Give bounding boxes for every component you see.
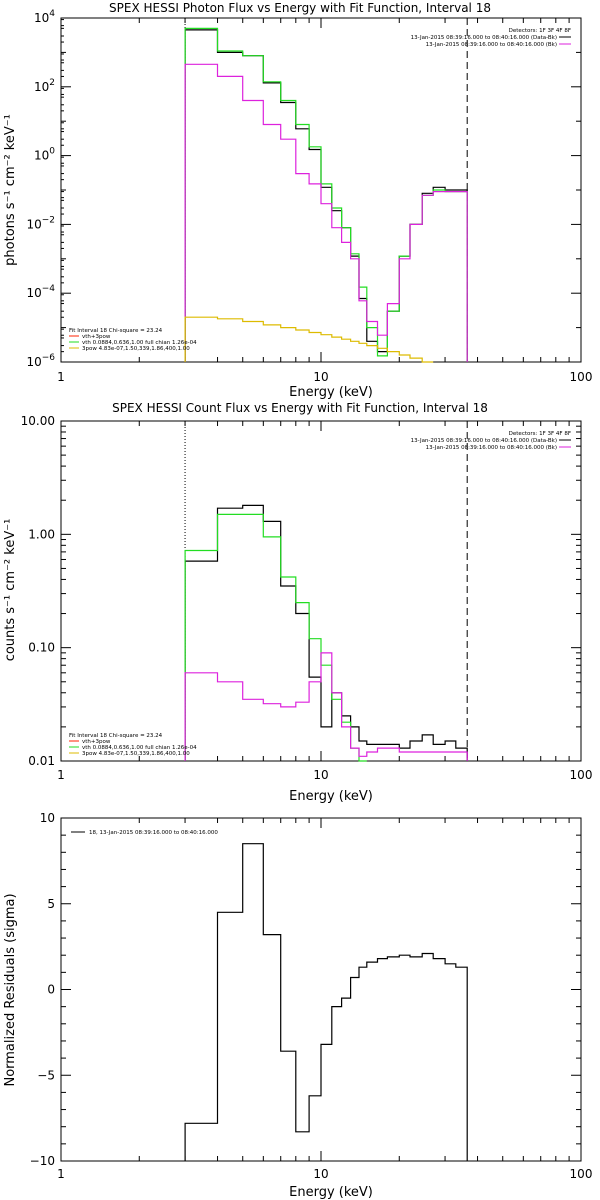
y-tick-label: 0.10 bbox=[28, 641, 55, 655]
x-tick-label: 100 bbox=[570, 768, 593, 782]
series-line-18-13-jan-2015-08-39-16-000-to-08-40-16-000 bbox=[184, 843, 468, 1161]
y-axis-label: photons s⁻¹ cm⁻² keV⁻¹ bbox=[3, 114, 18, 266]
chart-panel-2: SPEX HESSI Count Flux vs Energy with Fit… bbox=[3, 401, 592, 804]
legend-entry: 13-Jan-2015 08:39:16.000 to 08:40:16.000… bbox=[426, 445, 557, 451]
series-line-bk bbox=[184, 63, 468, 362]
legend-entry: 18, 13-Jan-2015 08:39:16.000 to 08:40:16… bbox=[89, 830, 218, 836]
fit-legend-header: Fit Interval 18 Chi-square = 23.24 bbox=[69, 328, 163, 334]
legend-header: Detectors: 1F 3F 4F 8F bbox=[509, 431, 571, 437]
fit-legend-entry: vth 0.0884,0.636,1.00 full chian 1.26e-0… bbox=[82, 745, 197, 751]
y-tick-label: 10−2 bbox=[26, 215, 55, 231]
chart-panel-1: SPEX HESSI Photon Flux vs Energy with Fi… bbox=[3, 1, 592, 400]
x-axis-label: Energy (keV) bbox=[289, 789, 373, 804]
legend-header: Detectors: 1F 3F 4F 8F bbox=[509, 28, 571, 34]
series-line-bk bbox=[184, 652, 468, 761]
y-tick-label: 10 bbox=[40, 811, 55, 825]
chart-title: SPEX HESSI Count Flux vs Energy with Fit… bbox=[112, 401, 488, 415]
fit-legend-entry: 3pow 4.83e-07,1.50,339,1.86,400,1.00 bbox=[82, 346, 190, 352]
fit-legend-entry: 3pow 4.83e-07,1.50,339,1.86,400,1.00 bbox=[82, 751, 190, 757]
fit-legend-header: Fit Interval 18 Chi-square = 23.24 bbox=[69, 733, 163, 739]
x-tick-label: 10 bbox=[313, 1167, 328, 1181]
fit-legend-entry: vth+3pow bbox=[82, 739, 111, 745]
y-tick-label: −10 bbox=[30, 1154, 55, 1168]
legend-entry: 13-Jan-2015 08:39:16.000 to 08:40:16.000… bbox=[411, 35, 557, 41]
legend-entry: 13-Jan-2015 08:39:16.000 to 08:40:16.000… bbox=[426, 42, 557, 48]
y-tick-label: 104 bbox=[34, 9, 55, 25]
x-tick-label: 100 bbox=[570, 370, 593, 384]
y-axis-label: counts s⁻¹ cm⁻² keV⁻¹ bbox=[3, 519, 18, 662]
x-axis-label: Energy (keV) bbox=[289, 1185, 373, 1200]
fit-legend-entry: vth 0.0884,0.636,1.00 full chian 1.26e-0… bbox=[82, 340, 197, 346]
series-line-vth bbox=[184, 513, 367, 762]
x-axis-label: Energy (keV) bbox=[289, 385, 373, 400]
fit-legend-entry: vth+3pow bbox=[82, 334, 111, 340]
x-tick-label: 100 bbox=[570, 1167, 593, 1181]
y-tick-label: 10.00 bbox=[21, 414, 55, 428]
y-tick-label: 0 bbox=[47, 983, 55, 997]
x-tick-label: 10 bbox=[313, 768, 328, 782]
chart-title: SPEX HESSI Photon Flux vs Energy with Fi… bbox=[109, 1, 491, 15]
x-tick-label: 10 bbox=[313, 370, 328, 384]
legend-entry: 13-Jan-2015 08:39:16.000 to 08:40:16.000… bbox=[411, 438, 557, 444]
series-line-data-bk bbox=[184, 29, 468, 362]
y-axis-label: Normalized Residuals (sigma) bbox=[3, 893, 18, 1086]
y-tick-label: 0.01 bbox=[28, 754, 55, 768]
x-tick-label: 1 bbox=[57, 768, 65, 782]
x-tick-label: 1 bbox=[57, 1167, 65, 1181]
series-line-3pow bbox=[184, 316, 434, 363]
y-tick-label: 1.00 bbox=[28, 527, 55, 541]
y-tick-label: 10−4 bbox=[26, 284, 55, 300]
y-tick-label: 5 bbox=[47, 897, 55, 911]
y-tick-label: 10−6 bbox=[26, 353, 55, 369]
y-tick-label: −5 bbox=[37, 1068, 55, 1082]
y-tick-label: 100 bbox=[34, 147, 55, 163]
y-tick-label: 102 bbox=[34, 78, 55, 94]
x-tick-label: 1 bbox=[57, 370, 65, 384]
plot-frame bbox=[60, 817, 582, 1162]
series-line-data-bk bbox=[184, 504, 468, 761]
